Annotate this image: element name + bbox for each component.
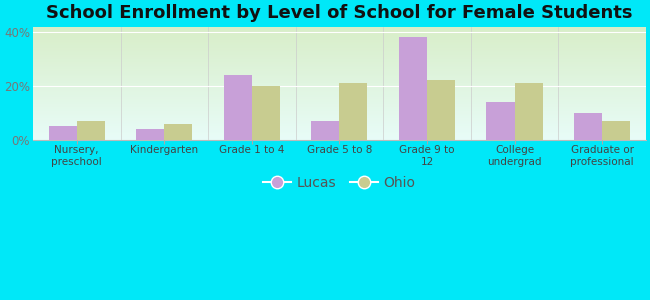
- Legend: Lucas, Ohio: Lucas, Ohio: [258, 170, 421, 195]
- Bar: [77, 121, 105, 140]
- Bar: [164, 124, 192, 140]
- Bar: [602, 121, 630, 140]
- Bar: [136, 129, 164, 140]
- Bar: [224, 75, 252, 140]
- Bar: [399, 37, 427, 140]
- Bar: [339, 83, 367, 140]
- Bar: [311, 121, 339, 140]
- Bar: [252, 86, 280, 140]
- Bar: [515, 83, 543, 140]
- Bar: [49, 126, 77, 140]
- Title: School Enrollment by Level of School for Female Students: School Enrollment by Level of School for…: [46, 4, 632, 22]
- Bar: [574, 113, 602, 140]
- Bar: [427, 80, 455, 140]
- Bar: [486, 102, 515, 140]
